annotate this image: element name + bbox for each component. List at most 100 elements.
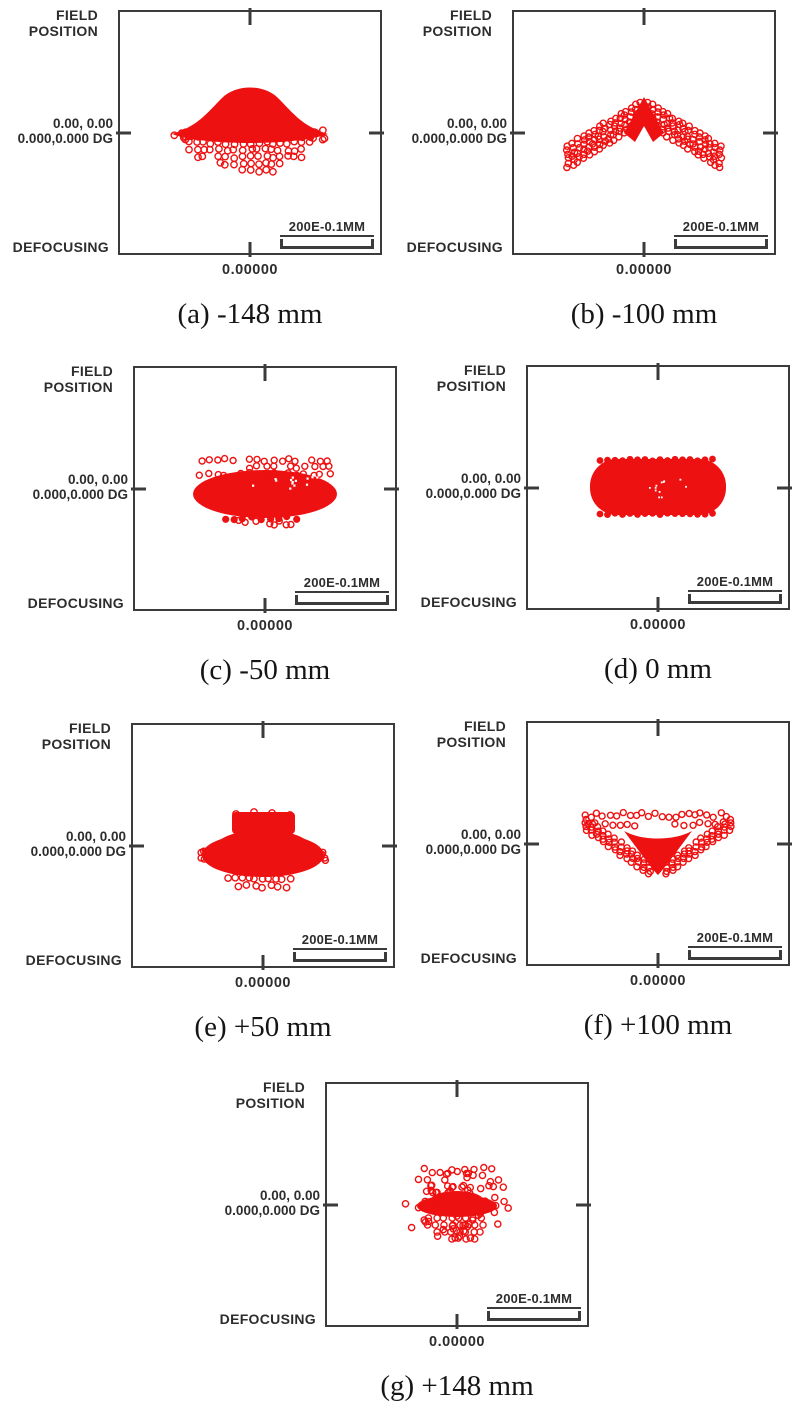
scale-bar-label: 200E-0.1MM [293, 932, 387, 950]
scale-bar-label: 200E-0.1MM [674, 219, 768, 237]
panel-left-labels: FIELD POSITION 0.00, 0.00 0.000,0.000 DG… [0, 7, 118, 255]
field-position-line2: POSITION [43, 379, 113, 395]
field-position-line2: POSITION [422, 23, 492, 39]
scale-bar-bracket [295, 595, 389, 605]
field-coordinates-label: 0.00, 0.00 0.000,0.000 DG [31, 829, 126, 859]
field-coordinates-label: 0.00, 0.00 0.000,0.000 DG [33, 472, 128, 502]
panel-caption: (c) -50 mm [199, 654, 331, 686]
defocusing-label: DEFOCUSING [12, 239, 109, 255]
panel-caption: (a) -148 mm [177, 298, 323, 330]
field-coordinates-label: 0.00, 0.00 0.000,0.000 DG [18, 116, 113, 146]
top-tick-mark [261, 721, 265, 738]
spot-cluster-svg [170, 87, 329, 176]
panel-left-labels: FIELD POSITION 0.00, 0.00 0.000,0.000 DG… [390, 7, 512, 255]
field-position-line2: POSITION [235, 1095, 305, 1111]
right-tick-mark [382, 844, 397, 847]
spot-diagram-panel-f: FIELD POSITION 0.00, 0.00 0.000,0.000 DG… [404, 718, 792, 1061]
top-tick-mark [656, 719, 660, 736]
spot-diagram-panel-g: FIELD POSITION 0.00, 0.00 0.000,0.000 DG… [203, 1079, 591, 1412]
spot-cluster-svg [581, 808, 735, 878]
plot-frame: 200E-0.1MM [116, 8, 384, 257]
field-coordinates-line1: 0.00, 0.00 [446, 116, 507, 131]
scale-bar-bracket [688, 950, 782, 960]
plot-frame: 200E-0.1MM [524, 363, 792, 612]
spot-diagram-panel-d: FIELD POSITION 0.00, 0.00 0.000,0.000 DG… [404, 362, 792, 705]
panel-caption: (g) +148 mm [380, 1370, 534, 1402]
left-tick-mark [524, 486, 539, 489]
field-position-line1: FIELD [71, 363, 113, 379]
axis-value-label: 0.00000 [429, 1334, 485, 1350]
panel-left-labels: FIELD POSITION 0.00, 0.00 0.000,0.000 DG… [203, 1079, 325, 1327]
field-position-label: FIELD POSITION [423, 7, 492, 39]
bottom-tick-mark [248, 242, 252, 257]
spot-cluster-svg [197, 808, 330, 892]
panel-left-labels: FIELD POSITION 0.00, 0.00 0.000,0.000 DG… [404, 362, 526, 610]
field-coordinates-line1: 0.00, 0.00 [259, 1188, 320, 1203]
field-position-line1: FIELD [69, 720, 111, 736]
bottom-tick-mark [263, 598, 267, 613]
field-coordinates-line1: 0.00, 0.00 [460, 827, 521, 842]
panel-caption: (e) +50 mm [194, 1011, 332, 1043]
scale-bar: 200E-0.1MM [688, 930, 782, 960]
scale-bar-label: 200E-0.1MM [688, 930, 782, 948]
scale-bar: 200E-0.1MM [295, 575, 389, 605]
defocusing-label: DEFOCUSING [25, 952, 122, 968]
field-coordinates-line1: 0.00, 0.00 [52, 116, 113, 131]
field-coordinates-line1: 0.00, 0.00 [67, 472, 128, 487]
scale-bar: 200E-0.1MM [688, 574, 782, 604]
field-position-line1: FIELD [263, 1079, 305, 1095]
field-coordinates-line2: 0.000,0.000 DG [425, 486, 521, 501]
scale-bar-label: 200E-0.1MM [688, 574, 782, 592]
right-tick-mark [369, 131, 384, 134]
left-tick-mark [129, 844, 144, 847]
defocusing-label: DEFOCUSING [420, 950, 517, 966]
right-tick-mark [777, 486, 792, 489]
panel-left-labels: FIELD POSITION 0.00, 0.00 0.000,0.000 DG… [404, 718, 526, 966]
defocusing-label: DEFOCUSING [219, 1311, 316, 1327]
scale-bar: 200E-0.1MM [293, 932, 387, 962]
field-coordinates-line1: 0.00, 0.00 [460, 471, 521, 486]
defocusing-label: DEFOCUSING [420, 594, 517, 610]
spot-cluster-svg [590, 455, 726, 518]
scale-bar-label: 200E-0.1MM [487, 1291, 581, 1309]
top-tick-mark [455, 1080, 459, 1097]
axis-value-label: 0.00000 [616, 262, 672, 278]
defocusing-label: DEFOCUSING [406, 239, 503, 255]
field-coordinates-line2: 0.000,0.000 DG [17, 131, 113, 146]
field-coordinates-label: 0.00, 0.00 0.000,0.000 DG [426, 827, 521, 857]
field-position-label: FIELD POSITION [44, 363, 113, 395]
axis-value-label: 0.00000 [222, 262, 278, 278]
field-coordinates-line2: 0.000,0.000 DG [32, 487, 128, 502]
scale-bar-bracket [674, 239, 768, 249]
spot-cluster-svg [562, 97, 726, 172]
defocusing-label: DEFOCUSING [27, 595, 124, 611]
bottom-tick-mark [642, 242, 646, 257]
left-tick-mark [116, 131, 131, 134]
field-position-line1: FIELD [464, 362, 506, 378]
right-tick-mark [384, 487, 399, 490]
panel-caption: (f) +100 mm [583, 1009, 733, 1041]
right-tick-mark [576, 1203, 591, 1206]
field-position-line2: POSITION [436, 378, 506, 394]
axis-value-label: 0.00000 [630, 617, 686, 633]
field-position-label: FIELD POSITION [42, 720, 111, 752]
plot-frame: 200E-0.1MM [129, 721, 397, 970]
field-position-line2: POSITION [28, 23, 98, 39]
field-coordinates-line2: 0.000,0.000 DG [425, 842, 521, 857]
plot-frame: 200E-0.1MM [131, 364, 399, 613]
axis-value-label: 0.00000 [235, 975, 291, 991]
bottom-tick-mark [656, 597, 660, 612]
field-coordinates-line2: 0.000,0.000 DG [224, 1203, 320, 1218]
field-position-line1: FIELD [450, 7, 492, 23]
field-coordinates-line2: 0.000,0.000 DG [30, 844, 126, 859]
scale-bar: 200E-0.1MM [674, 219, 768, 249]
left-tick-mark [524, 842, 539, 845]
panel-left-labels: FIELD POSITION 0.00, 0.00 0.000,0.000 DG… [11, 363, 133, 611]
field-position-label: FIELD POSITION [437, 362, 506, 394]
field-position-label: FIELD POSITION [236, 1079, 305, 1111]
bottom-tick-mark [455, 1314, 459, 1329]
field-position-line1: FIELD [464, 718, 506, 734]
plot-frame: 200E-0.1MM [524, 719, 792, 968]
panel-caption: (d) 0 mm [604, 653, 712, 685]
